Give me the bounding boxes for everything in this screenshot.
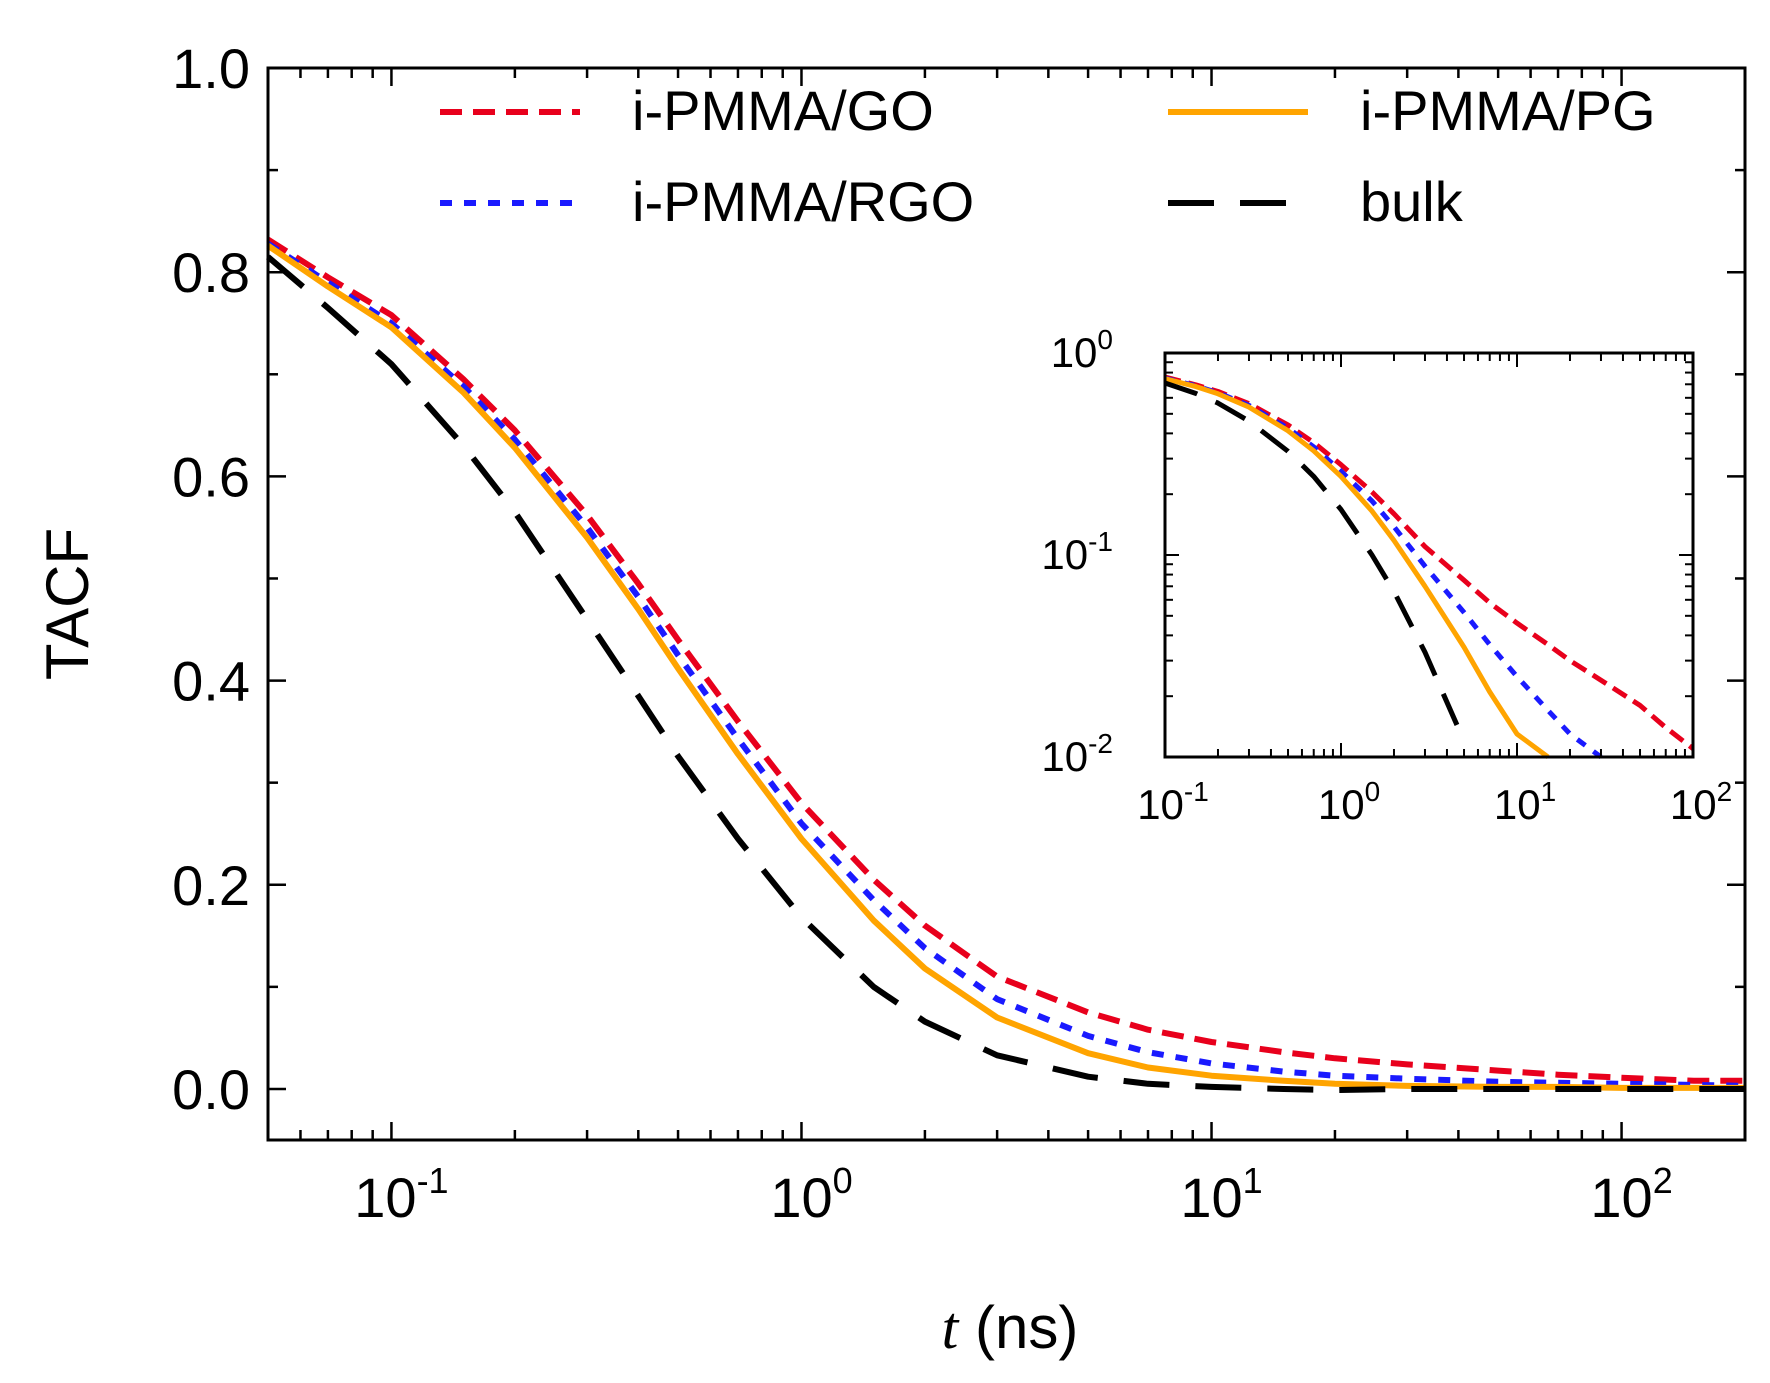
inset-series-group xyxy=(1164,374,1695,760)
inset-x-tick-label: 100 xyxy=(1318,776,1380,828)
legend-label-i-pmma-pg: i-PMMA/PG xyxy=(1360,79,1656,142)
main-x-tick-label: 102 xyxy=(1590,1160,1672,1229)
main-y-tick-label: 0.8 xyxy=(172,241,250,304)
inset-y-tick-label: 10-1 xyxy=(1041,526,1113,578)
main-x-tick-label: 10-1 xyxy=(354,1160,448,1229)
inset-tick-labels-group: 10-1 100 101 102 100 10-1 10-2 xyxy=(1041,324,1732,828)
inset-x-tick-label: 10-1 xyxy=(1137,776,1209,828)
main-series-group xyxy=(266,236,1746,1093)
legend-label-i-pmma-rgo: i-PMMA/RGO xyxy=(632,170,974,233)
x-axis-unit: (ns) xyxy=(958,1294,1078,1361)
main-series-bulk xyxy=(266,254,1745,1093)
inset-series-i-pmma-go xyxy=(1164,374,1695,751)
main-y-tick-label: 1.0 xyxy=(172,37,250,100)
inset-y-tick-label: 10-2 xyxy=(1041,728,1113,780)
legend-label-bulk: bulk xyxy=(1360,170,1464,233)
main-plot: 0.0 0.2 0.4 0.6 0.8 1.0 10-1 100 101 102 xyxy=(172,37,1747,1229)
x-axis-title: t (ns) xyxy=(942,1294,1079,1361)
main-y-tick-label: 0.2 xyxy=(172,854,250,917)
y-axis-title: TACF xyxy=(34,528,101,680)
inset-x-tick-label: 101 xyxy=(1494,776,1556,828)
legend-label-i-pmma-go: i-PMMA/GO xyxy=(632,79,934,142)
x-axis-variable: t xyxy=(942,1295,960,1361)
main-y-tick-label: 0.6 xyxy=(172,445,250,508)
inset-background xyxy=(1165,353,1693,757)
inset-series-i-pmma-pg xyxy=(1164,376,1550,760)
inset-y-tick-label: 100 xyxy=(1051,324,1113,376)
inset-series-i-pmma-rgo xyxy=(1164,375,1603,760)
inset-series-bulk xyxy=(1164,380,1467,743)
inset-plot: 10-1 100 101 102 100 10-1 10-2 xyxy=(1041,324,1732,828)
main-series-i-pmma-rgo xyxy=(266,241,1746,1089)
main-plot-frame xyxy=(266,66,1747,1142)
main-x-tick-label: 100 xyxy=(770,1160,852,1229)
inset-x-tick-label: 102 xyxy=(1670,776,1732,828)
legend: i-PMMA/GO i-PMMA/RGO i-PMMA/PG bulk xyxy=(440,79,1656,233)
main-x-tick-label: 101 xyxy=(1180,1160,1262,1229)
inset-ticks-group xyxy=(1164,352,1694,758)
main-y-tick-label: 0.4 xyxy=(172,650,250,713)
main-y-tick-label: 0.0 xyxy=(172,1058,250,1121)
main-ticks-group xyxy=(266,66,1747,1140)
main-tick-labels-group: 0.0 0.2 0.4 0.6 0.8 1.0 10-1 100 101 102 xyxy=(172,37,1673,1229)
main-series-i-pmma-go xyxy=(266,236,1745,1084)
